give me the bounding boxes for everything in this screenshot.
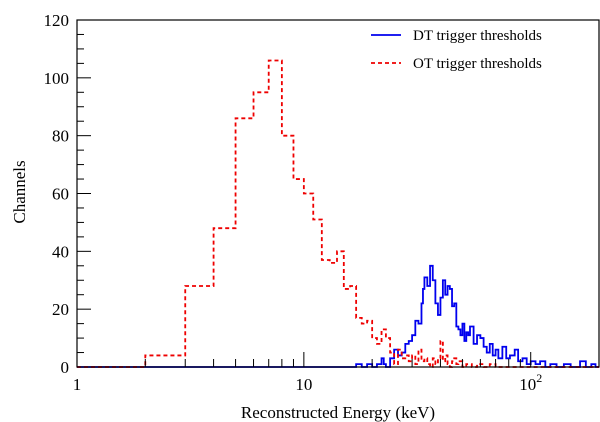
plot-frame xyxy=(76,19,600,368)
series-line-1 xyxy=(77,59,599,368)
y-tick-label: 60 xyxy=(52,185,69,204)
axes-layer: 0 20 40 60 80 100 120 1 10 102 xyxy=(44,11,600,394)
x-axis-label: Reconstructed Energy (keV) xyxy=(241,403,435,422)
x-tick-label: 10 xyxy=(295,375,312,394)
y-tick-label: 40 xyxy=(52,242,69,261)
legend: DT trigger thresholds OT trigger threshol… xyxy=(371,28,542,72)
series-layer xyxy=(77,59,599,368)
y-tick-label: 0 xyxy=(61,358,70,377)
y-tick-label: 120 xyxy=(44,11,70,30)
legend-label-1: OT trigger thresholds xyxy=(413,56,542,72)
y-tick-label: 80 xyxy=(52,127,69,146)
y-tick-label: 20 xyxy=(52,300,69,319)
y-axis-label: Channels xyxy=(10,160,29,223)
legend-label-0: DT trigger thresholds xyxy=(413,28,542,44)
series-line-0 xyxy=(77,264,599,368)
y-tick-label: 100 xyxy=(44,69,70,88)
x-tick-label: 102 xyxy=(519,371,542,394)
x-tick-label: 1 xyxy=(73,375,82,394)
